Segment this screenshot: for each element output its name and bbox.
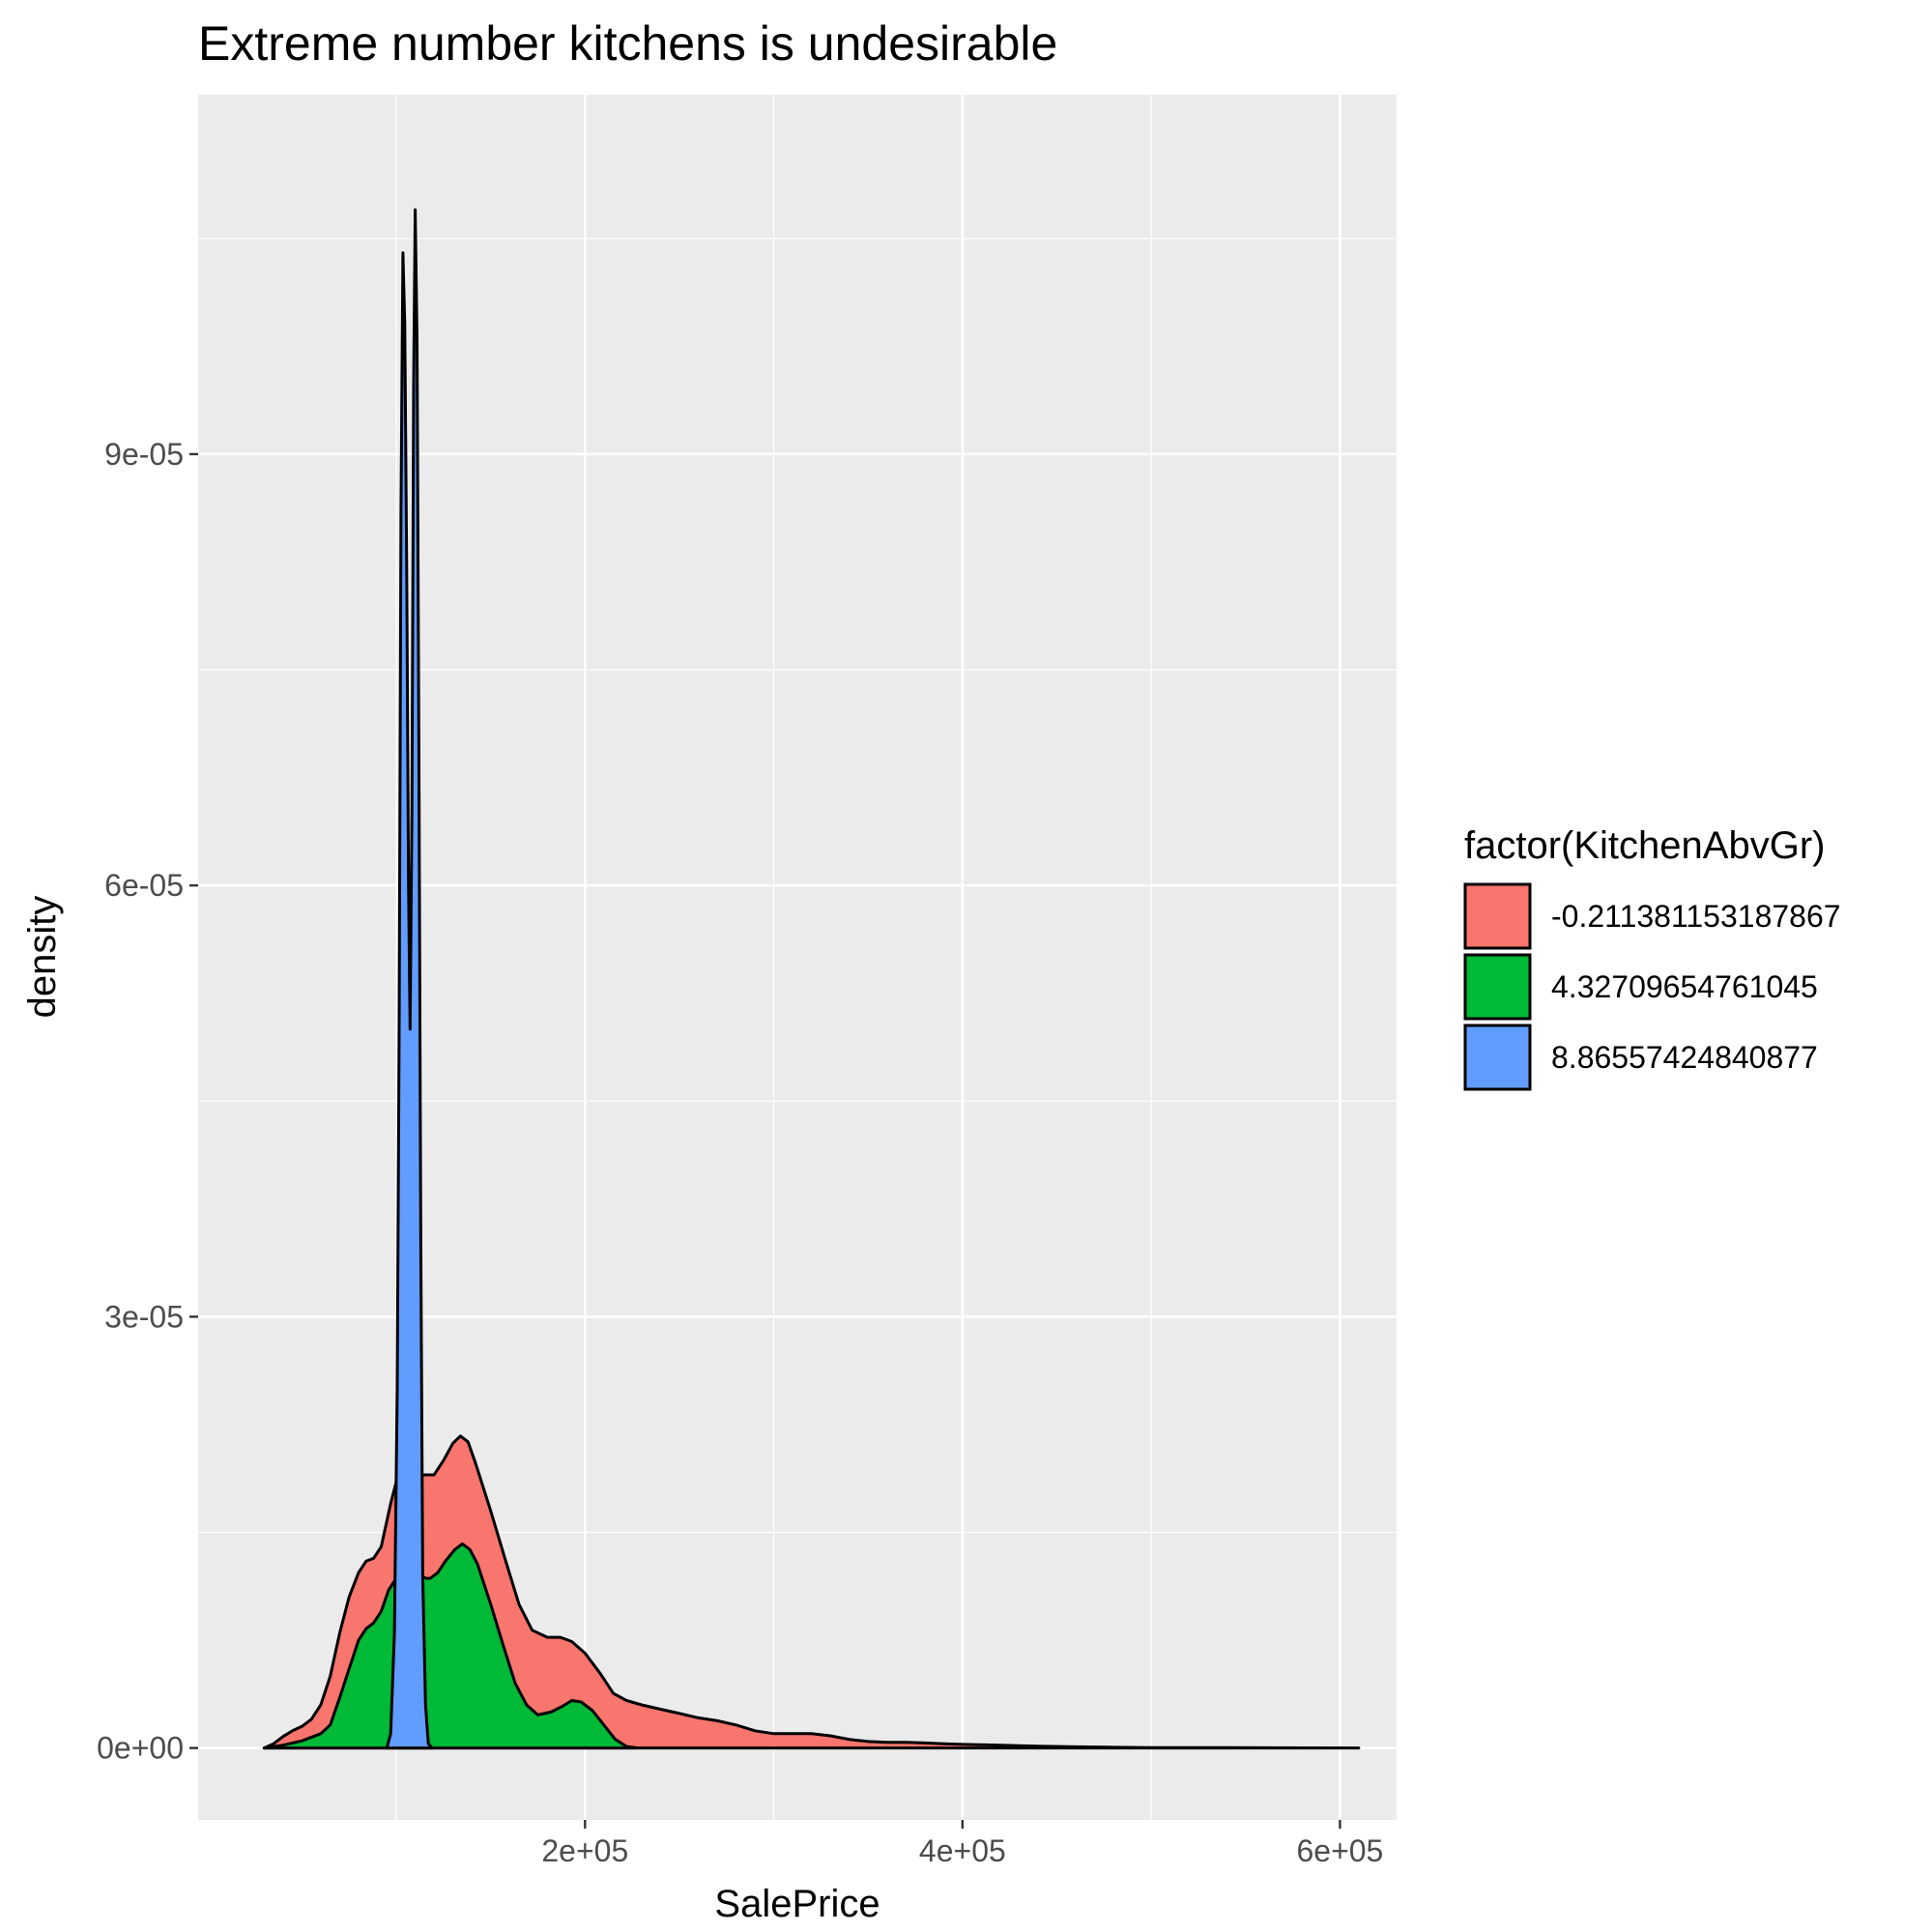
- axis-tick-labels: 2e+05 4e+05 6e+05 0e+00 3e-05 6e-05 9e-05: [97, 437, 1383, 1868]
- x-tick-label: 6e+05: [1296, 1833, 1383, 1868]
- legend-label-1: 4.32709654761045: [1551, 969, 1818, 1004]
- density-area-series-1: [262, 1542, 640, 1750]
- x-tick-label: 4e+05: [919, 1833, 1006, 1868]
- y-tick-label: 9e-05: [104, 437, 184, 472]
- legend-key-0: [1463, 882, 1532, 950]
- y-tick-label: 3e-05: [104, 1299, 184, 1334]
- legend: factor(KitchenAbvGr) -0.211381153187867 4…: [1463, 824, 1841, 1091]
- y-axis-title: density: [21, 896, 64, 1019]
- legend-key-1: [1463, 953, 1532, 1021]
- y-tick-label: 0e+00: [97, 1731, 184, 1766]
- legend-key-2: [1463, 1024, 1532, 1091]
- legend-title: factor(KitchenAbvGr): [1464, 824, 1825, 867]
- legend-label-0: -0.211381153187867: [1551, 899, 1841, 934]
- chart-title: Extreme number kitchens is undesirable: [198, 16, 1057, 71]
- legend-items: -0.211381153187867 4.32709654761045 8.8655…: [1463, 882, 1841, 1091]
- axis-ticks: [189, 452, 1341, 1829]
- density-areas: [262, 208, 1361, 1750]
- x-axis-title: SalePrice: [714, 1883, 879, 1925]
- legend-label-2: 8.86557424840877: [1551, 1040, 1818, 1075]
- density-area-series-2: [385, 208, 434, 1750]
- density-area-series-0: [262, 1434, 1361, 1750]
- y-tick-label: 6e-05: [104, 868, 184, 903]
- x-tick-label: 2e+05: [541, 1833, 628, 1868]
